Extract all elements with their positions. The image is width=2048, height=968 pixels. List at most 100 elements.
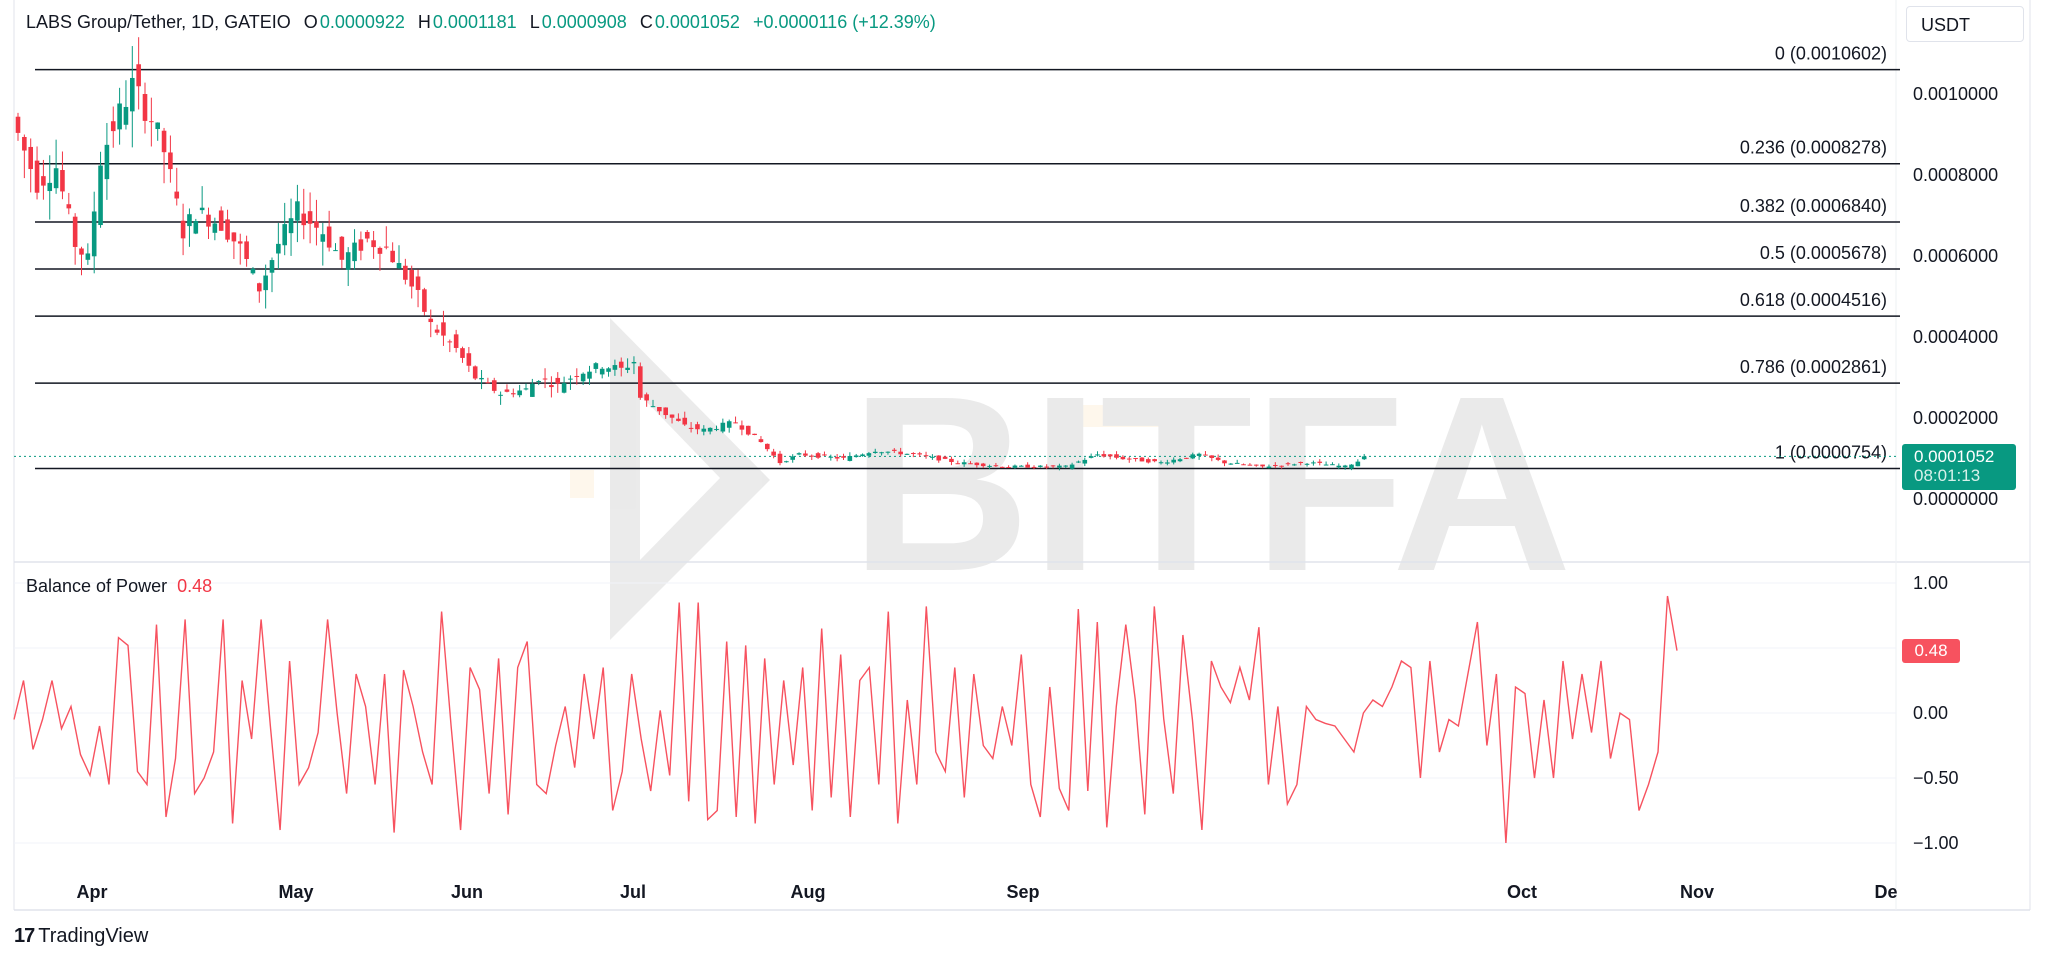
change-value: +0.0000116 (+12.39%) — [752, 12, 936, 32]
candle-body — [1057, 465, 1062, 468]
candle-body — [1311, 462, 1316, 464]
candle-body — [422, 289, 427, 312]
candle-body — [752, 433, 757, 436]
candle-body — [1298, 461, 1303, 463]
candle-body — [695, 424, 700, 430]
candle-body — [1222, 460, 1227, 464]
close-value: 0.0001052 — [654, 12, 740, 32]
candle-body — [872, 451, 878, 454]
candle-body — [593, 363, 599, 369]
price-axis-tick-label: 0.0006000 — [1913, 246, 1998, 266]
candle-body — [345, 252, 351, 270]
fib-level-label: 0.5 (0.0005678) — [1760, 243, 1887, 263]
tradingview-logo[interactable]: 17 TradingView — [14, 925, 148, 948]
currency-selector[interactable]: USDT — [1906, 6, 2024, 42]
candle-body — [441, 322, 446, 336]
candle-body — [1234, 462, 1240, 464]
time-axis-tick-label: Jun — [451, 882, 483, 902]
candle-body — [1349, 464, 1354, 469]
candle-body — [1317, 461, 1323, 463]
bop-axis-tick-label: −1.00 — [1913, 833, 1959, 853]
candle-body — [282, 224, 287, 246]
candle-body — [168, 152, 173, 170]
indicator-value: 0.48 — [177, 576, 213, 596]
candle-body — [1076, 461, 1081, 463]
candle-body — [276, 243, 281, 254]
candle-body — [657, 406, 662, 412]
candle-body — [625, 367, 630, 370]
candle-body — [1336, 465, 1342, 468]
candle-body — [1107, 454, 1113, 457]
bop-axis-tick-label: 0.00 — [1913, 703, 1948, 723]
candle-body — [314, 221, 319, 228]
last-price-value: 0.0001052 — [1914, 447, 1995, 466]
candle-body — [161, 130, 167, 153]
candle-body — [618, 361, 624, 368]
candle-body — [295, 201, 300, 221]
candle-body — [91, 211, 97, 257]
bar-countdown: 08:01:13 — [1914, 466, 1981, 485]
candle-body — [1044, 466, 1049, 468]
time-axis[interactable]: Apr May Jun Jul Aug Sep Oct Nov De — [77, 882, 1898, 902]
candle-body — [911, 453, 916, 455]
candle-body — [879, 452, 884, 454]
indicator-legend[interactable]: Balance of Power 0.48 — [26, 576, 212, 597]
candle-body — [606, 368, 611, 372]
candle-body — [60, 170, 65, 192]
candle-body — [1019, 465, 1024, 467]
candle-body — [993, 465, 999, 467]
candle-body — [237, 241, 243, 244]
candle-body — [1139, 457, 1145, 462]
time-axis-tick-label: De — [1874, 882, 1897, 902]
candle-body — [269, 260, 275, 273]
indicator-name[interactable]: Balance of Power — [26, 576, 168, 596]
candle-body — [504, 389, 510, 392]
candle-body — [174, 191, 180, 199]
candle-body — [523, 388, 529, 390]
candle-body — [403, 265, 408, 280]
watermark-triangle-icon — [610, 318, 770, 640]
candle-body — [860, 454, 865, 457]
candle-body — [612, 365, 618, 370]
symbol-name[interactable]: LABS Group/Tether, 1D, GATEIO — [26, 12, 291, 32]
candle-body — [758, 439, 764, 443]
symbol-legend[interactable]: LABS Group/Tether, 1D, GATEIO O 0.0000922… — [26, 12, 938, 33]
candle-body — [796, 453, 802, 455]
fib-retracement[interactable]: 0 (0.0010602) 0.236 (0.0008278) 0.382 (0.0… — [14, 44, 1900, 470]
candle-body — [663, 407, 668, 416]
price-axis[interactable]: 0.0010000 0.0008000 0.0006000 0.0004000 0.00… — [1913, 84, 1998, 509]
candle-body — [853, 455, 859, 458]
candle-body — [841, 456, 846, 458]
candle-body — [542, 378, 548, 380]
candle-body — [803, 453, 808, 456]
candle-body — [199, 207, 205, 211]
candle-body — [568, 378, 573, 380]
candle-body — [371, 240, 376, 248]
candle-body — [866, 453, 872, 456]
watermark-logo: BITFA — [570, 318, 1572, 640]
candle-body — [34, 160, 40, 193]
candle-body — [1152, 459, 1157, 462]
candle-body — [530, 383, 535, 397]
fib-level-label: 0.786 (0.0002861) — [1740, 357, 1887, 377]
candle-body — [714, 429, 719, 431]
bop-series-line — [13, 595, 1678, 844]
candle-body — [745, 425, 751, 435]
time-axis-tick-label: Oct — [1507, 882, 1537, 902]
time-axis-tick-label: Sep — [1006, 882, 1039, 902]
close-label: C — [639, 12, 653, 32]
candle-body — [834, 457, 840, 459]
candle-body — [123, 106, 129, 125]
candle-body — [815, 453, 821, 458]
candle-body — [72, 216, 78, 247]
candle-body — [1050, 465, 1056, 467]
candle-body — [720, 422, 726, 432]
candle-body — [980, 463, 986, 467]
time-axis-tick-label: Nov — [1680, 882, 1714, 902]
candle-body — [104, 144, 110, 180]
bop-axis[interactable]: 1.000.500.00−0.50−1.00 — [1913, 573, 1959, 853]
grid — [13, 0, 2031, 911]
candle-body — [1279, 465, 1284, 467]
